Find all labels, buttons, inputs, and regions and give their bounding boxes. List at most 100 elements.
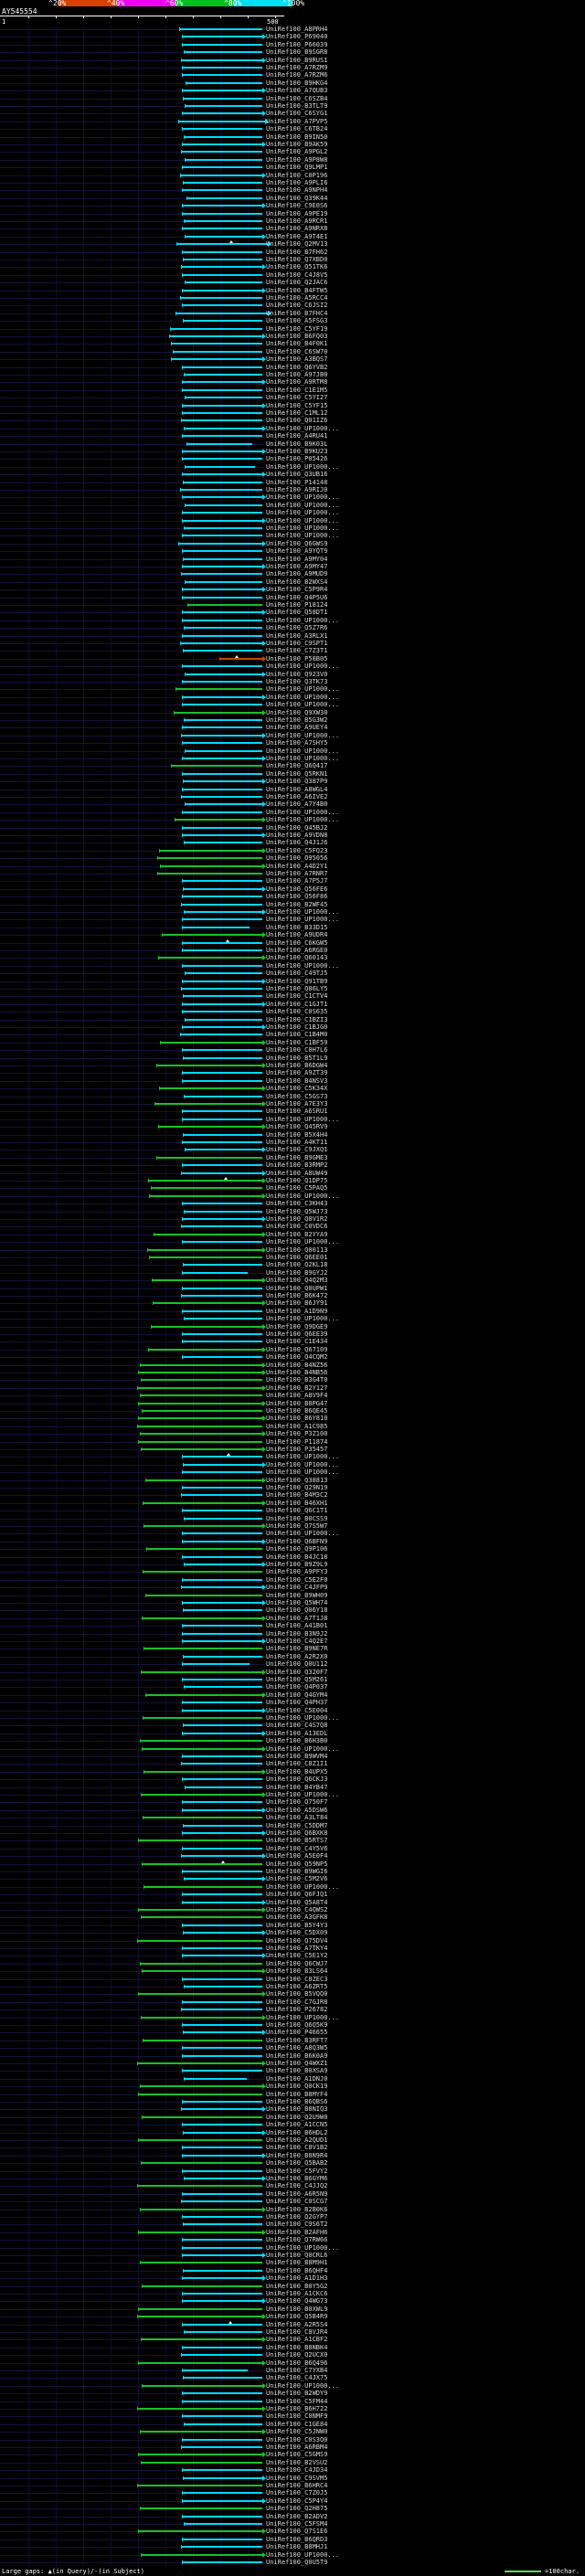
hit-label[interactable]: UniRef100_Q4P037 bbox=[266, 1683, 328, 1691]
hit-bar[interactable] bbox=[138, 2093, 262, 2095]
hit-label[interactable]: UniRef100_A3LT84 bbox=[266, 1814, 328, 1822]
hit-label[interactable]: UniRef100_Q39K44 bbox=[266, 194, 328, 202]
hit-label[interactable]: UniRef100_C6SZB4 bbox=[266, 94, 328, 102]
hit-bar[interactable] bbox=[186, 196, 262, 199]
hit-label[interactable]: UniRef100_Q2U9W0 bbox=[266, 2113, 328, 2121]
hit-bar[interactable] bbox=[183, 2476, 262, 2479]
hit-label[interactable]: UniRef100_UP1000... bbox=[266, 1460, 340, 1468]
hit-bar[interactable] bbox=[186, 81, 262, 84]
hit-label[interactable]: UniRef100_A5FSG3 bbox=[266, 317, 328, 325]
hit-label[interactable]: UniRef100_Q0CRL6 bbox=[266, 2252, 328, 2259]
hit-bar[interactable] bbox=[183, 995, 262, 998]
hit-bar[interactable] bbox=[137, 1425, 262, 1427]
hit-bar[interactable] bbox=[141, 1670, 262, 1673]
hit-label[interactable]: UniRef100_B6HRC4 bbox=[266, 2482, 328, 2489]
hit-bar[interactable] bbox=[182, 112, 262, 115]
hit-label[interactable]: UniRef100_Q4J1J6 bbox=[266, 839, 328, 847]
hit-label[interactable]: UniRef100_Q4P5U6 bbox=[266, 593, 328, 601]
hit-label[interactable]: UniRef100_P26782 bbox=[266, 2006, 328, 2014]
hit-bar[interactable] bbox=[182, 2561, 262, 2563]
hit-label[interactable]: UniRef100_Q7XBD0 bbox=[266, 256, 328, 263]
hit-bar[interactable] bbox=[181, 458, 262, 461]
hit-bar[interactable] bbox=[182, 2070, 262, 2072]
hit-bar[interactable] bbox=[139, 2431, 262, 2433]
hit-label[interactable]: UniRef100_Q6C1T1 bbox=[266, 1507, 328, 1515]
hit-label[interactable]: UniRef100_A9NPH4 bbox=[266, 186, 328, 195]
hit-label[interactable]: UniRef100_A8UW49 bbox=[266, 1169, 328, 1177]
hit-bar[interactable] bbox=[187, 604, 262, 606]
hit-label[interactable]: UniRef100_B6GYM6 bbox=[266, 2175, 328, 2182]
hit-label[interactable]: UniRef100_Q06Y18 bbox=[266, 1606, 328, 1615]
hit-bar[interactable] bbox=[177, 542, 262, 545]
hit-bar[interactable] bbox=[170, 327, 262, 330]
hit-label[interactable]: UniRef100_C5FVY2 bbox=[266, 2167, 328, 2175]
hit-label[interactable]: UniRef100_B6JY91 bbox=[266, 1299, 328, 1308]
hit-label[interactable]: UniRef100_Q67109 bbox=[266, 1345, 328, 1353]
hit-bar[interactable] bbox=[182, 941, 262, 944]
hit-label[interactable]: UniRef100_B6K0A9 bbox=[266, 2051, 328, 2060]
hit-label[interactable]: UniRef100_Q2H875 bbox=[266, 2505, 328, 2513]
hit-bar[interactable] bbox=[182, 1026, 262, 1028]
hit-bar[interactable] bbox=[181, 2054, 262, 2057]
hit-bar[interactable] bbox=[137, 1939, 262, 1942]
hit-bar[interactable] bbox=[181, 388, 262, 391]
hit-label[interactable]: UniRef100_Q2UCX0 bbox=[266, 2351, 328, 2359]
hit-bar[interactable] bbox=[140, 2016, 262, 2019]
hit-label[interactable]: UniRef100_A7PVP5 bbox=[266, 117, 328, 125]
hit-label[interactable]: UniRef100_A5E0F4 bbox=[266, 1852, 328, 1860]
hit-bar[interactable] bbox=[183, 259, 262, 260]
hit-bar[interactable] bbox=[144, 1885, 262, 1888]
hit-label[interactable]: UniRef100_C5FM44 bbox=[266, 2397, 328, 2405]
hit-label[interactable]: UniRef100_UP1000... bbox=[266, 462, 340, 471]
hit-label[interactable]: UniRef100_Q56FE6 bbox=[266, 885, 328, 893]
hit-bar[interactable] bbox=[181, 988, 262, 990]
hit-label[interactable]: UniRef100_B3N9J2 bbox=[266, 1629, 328, 1638]
hit-label[interactable]: UniRef100_C4JD34 bbox=[266, 2466, 328, 2475]
hit-label[interactable]: UniRef100_A9MY04 bbox=[266, 555, 328, 563]
hit-bar[interactable] bbox=[182, 2538, 262, 2540]
hit-bar[interactable] bbox=[171, 765, 262, 768]
hit-bar[interactable] bbox=[183, 2031, 262, 2034]
hit-bar[interactable] bbox=[182, 726, 262, 729]
hit-label[interactable]: UniRef100_A13EDL bbox=[266, 1729, 328, 1737]
hit-bar[interactable] bbox=[181, 2246, 262, 2249]
hit-bar[interactable] bbox=[181, 266, 262, 269]
hit-bar[interactable] bbox=[158, 1126, 262, 1129]
hit-label[interactable]: UniRef100_C5DDM7 bbox=[266, 1821, 328, 1829]
hit-bar[interactable] bbox=[184, 2178, 262, 2179]
hit-label[interactable]: UniRef100_Q7S1E6 bbox=[266, 2528, 328, 2536]
hit-bar[interactable] bbox=[182, 2438, 262, 2441]
hit-label[interactable]: UniRef100_B2VSU2 bbox=[266, 2458, 328, 2466]
hit-bar[interactable] bbox=[143, 1571, 262, 1574]
hit-label[interactable]: UniRef100_P66039 bbox=[266, 40, 328, 48]
hit-bar[interactable] bbox=[182, 366, 262, 368]
hit-label[interactable]: UniRef100_Q5WH74 bbox=[266, 1599, 328, 1606]
hit-bar[interactable] bbox=[184, 1786, 262, 1788]
hit-bar[interactable] bbox=[182, 880, 262, 883]
hit-label[interactable]: UniRef100_B5X4H4 bbox=[266, 1130, 328, 1139]
hit-label[interactable]: UniRef100_C5E2F0 bbox=[266, 1575, 328, 1584]
hit-label[interactable]: UniRef100_A4D2Y1 bbox=[266, 862, 328, 870]
hit-bar[interactable] bbox=[182, 228, 262, 230]
hit-bar[interactable] bbox=[182, 2192, 262, 2195]
hit-label[interactable]: UniRef100_UP1000... bbox=[266, 516, 340, 525]
hit-label[interactable]: UniRef100_Q5B4R9 bbox=[266, 2313, 328, 2321]
hit-label[interactable]: UniRef100_C7GJR8 bbox=[266, 1998, 328, 2006]
hit-label[interactable]: UniRef100_C5M2V6 bbox=[266, 1875, 328, 1883]
hit-label[interactable]: UniRef100_Q0UPW1 bbox=[266, 1284, 328, 1292]
hit-label[interactable]: UniRef100_B7FH62 bbox=[266, 248, 328, 256]
hit-label[interactable]: UniRef100_A6RBM4 bbox=[266, 2443, 328, 2451]
hit-bar[interactable] bbox=[182, 2000, 262, 2003]
hit-label[interactable]: UniRef100_O95056 bbox=[266, 854, 328, 863]
hit-bar[interactable] bbox=[181, 949, 262, 951]
hit-label[interactable]: UniRef100_Q6CKJ3 bbox=[266, 1776, 328, 1784]
hit-label[interactable]: UniRef100_B6QHF4 bbox=[266, 2266, 328, 2274]
hit-bar[interactable] bbox=[181, 1808, 262, 1811]
hit-label[interactable]: UniRef100_B0XSA9 bbox=[266, 2067, 328, 2075]
hit-label[interactable]: UniRef100_C6KGW5 bbox=[266, 938, 328, 947]
hit-bar[interactable] bbox=[180, 297, 262, 299]
hit-label[interactable]: UniRef100_Q6EE39 bbox=[266, 1330, 328, 1338]
hit-label[interactable]: UniRef100_A2R2X0 bbox=[266, 1652, 328, 1660]
hit-bar[interactable] bbox=[143, 1501, 262, 1504]
hit-label[interactable]: UniRef100_C5P9R4 bbox=[266, 586, 328, 594]
